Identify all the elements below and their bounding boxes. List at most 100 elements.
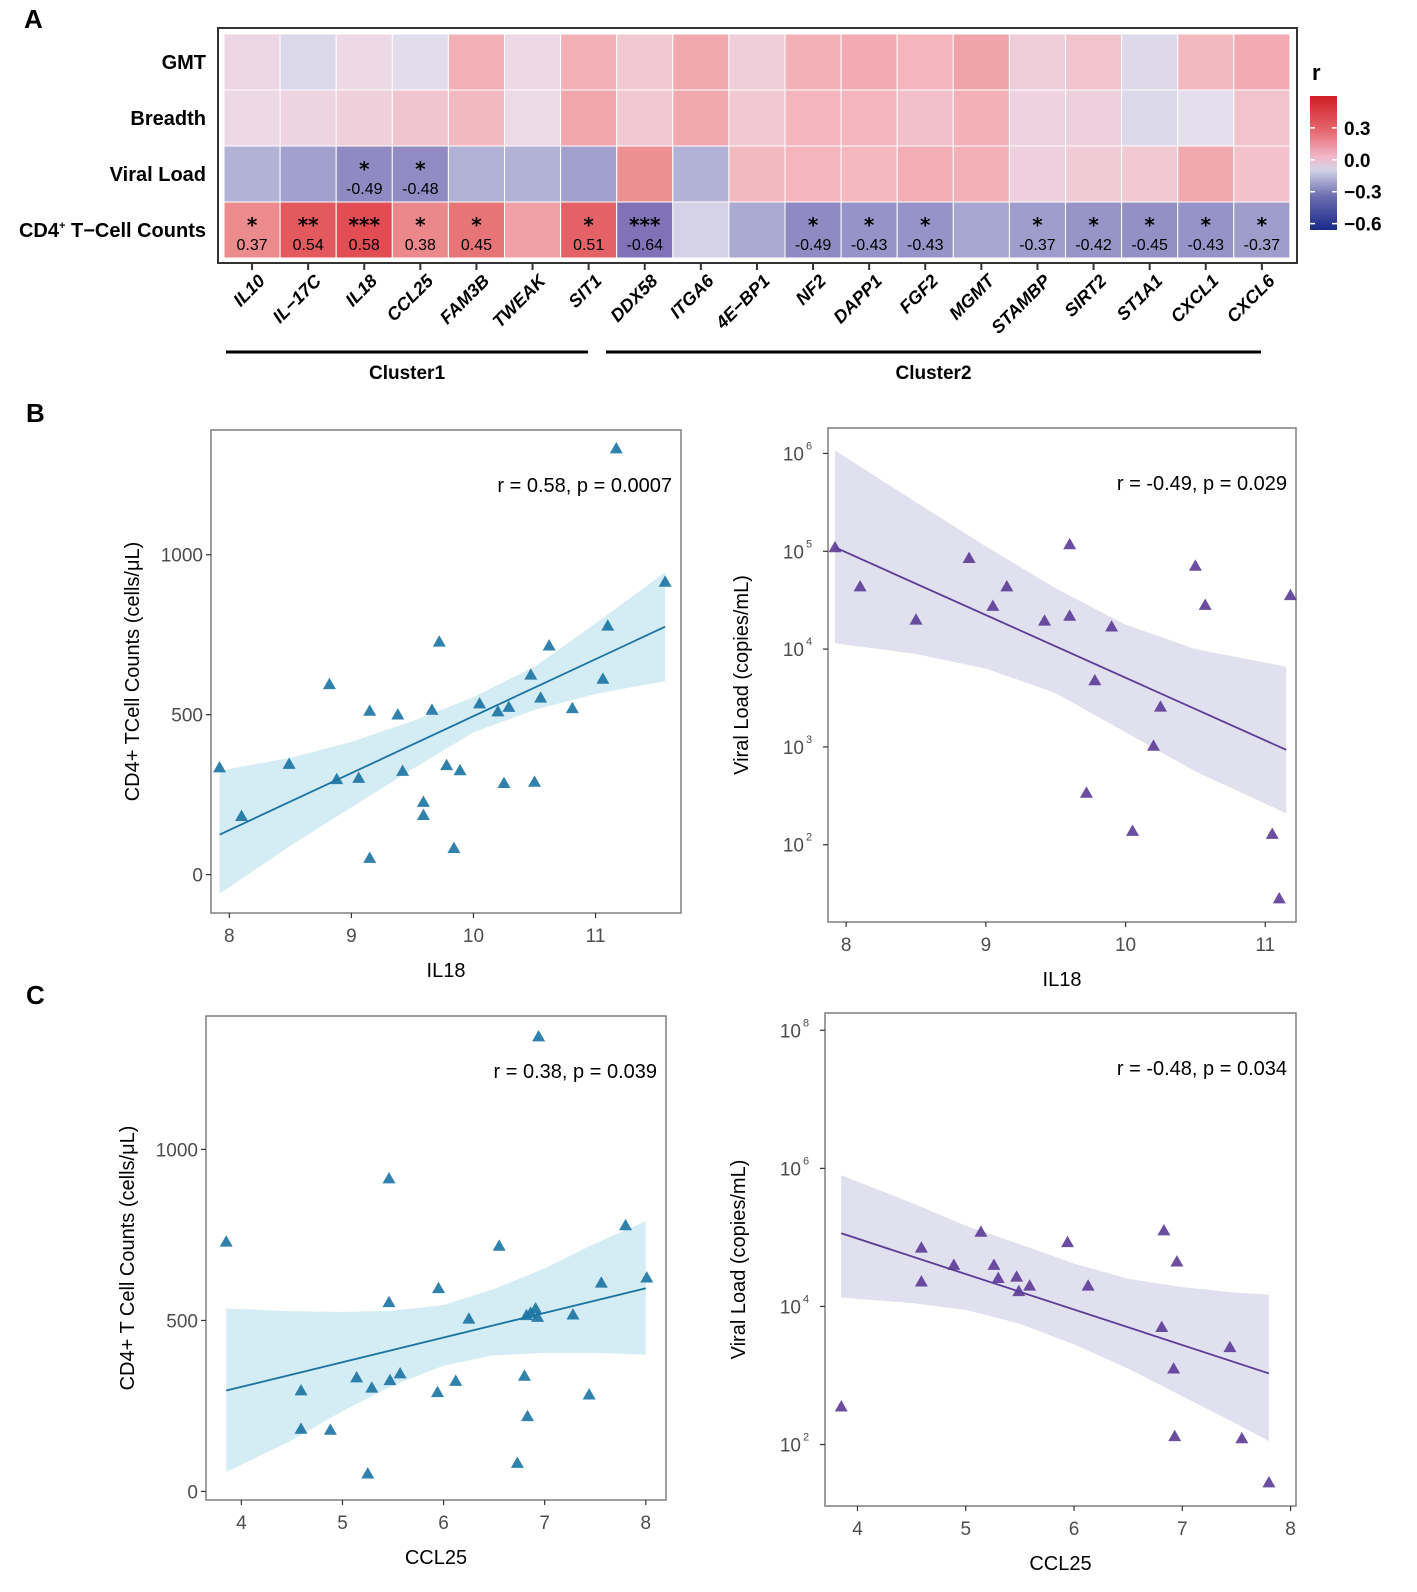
heatmap-cell: [784, 145, 842, 203]
y-tick-exponent: 4: [803, 1293, 809, 1305]
heatmap-row-labels: GMT Breadth Viral Load CD4+ T−Cell Counts: [19, 52, 206, 242]
data-point: [947, 1258, 961, 1270]
x-tick-label: 10: [1115, 935, 1136, 956]
heatmap-cell: [447, 89, 505, 147]
legend-ticks: 0.3 0.0 −0.3 −0.6: [1310, 119, 1382, 236]
correlation-annotation: r = -0.48, p = 0.034: [1117, 1058, 1287, 1080]
row-label: Breadth: [130, 108, 206, 130]
data-point: [294, 1384, 308, 1396]
data-point: [601, 619, 615, 631]
confidence-band: [841, 1175, 1269, 1442]
confidence-band: [219, 572, 666, 894]
data-point: [1081, 1279, 1095, 1291]
heatmap-cell: [1121, 201, 1179, 259]
heatmap-cell: [1008, 145, 1067, 203]
heatmap-cell: [1008, 33, 1067, 91]
heatmap-cell: [672, 33, 730, 91]
data-point: [582, 1388, 596, 1400]
heatmap-cell: [616, 201, 674, 259]
data-point: [658, 575, 672, 587]
x-tick-label: 8: [841, 935, 852, 956]
data-point: [640, 1271, 654, 1283]
y-tick-label: 10: [780, 1436, 801, 1457]
data-point: [1272, 892, 1286, 904]
data-point: [1265, 827, 1279, 839]
heatmap-cells: *-0.49*-0.48*0.37**0.54***0.58*0.38*0.45…: [223, 33, 1291, 259]
heatmap-cell: [1177, 201, 1235, 259]
data-point: [425, 703, 439, 715]
heatmap-cell: [1177, 145, 1235, 203]
heatmap-cell: [616, 33, 674, 91]
col-label: DDX58: [606, 271, 661, 326]
data-point: [914, 1275, 928, 1287]
heatmap-cell: [1008, 89, 1067, 147]
y-axis-title: Viral Load (copies/mL): [731, 575, 753, 775]
significance-stars: *: [583, 213, 594, 237]
significance-stars: **: [298, 213, 319, 237]
correlation-value: -0.37: [1244, 237, 1281, 254]
col-label: NF2: [792, 271, 830, 309]
correlation-value: -0.45: [1131, 237, 1168, 254]
data-point: [453, 763, 467, 776]
x-axis-title: IL18: [427, 960, 466, 982]
heatmap-cell: [616, 145, 674, 203]
confidence-band: [226, 1221, 646, 1472]
plot-frame: [824, 1012, 1297, 1507]
correlation-value: -0.49: [346, 181, 383, 198]
row-label: Viral Load: [110, 164, 206, 186]
y-tick-exponent: 2: [806, 832, 812, 844]
heatmap-cell: [896, 201, 954, 259]
heatmap-cell: [560, 201, 618, 259]
col-label: SIRT2: [1060, 271, 1110, 321]
significance-stars: *: [1032, 213, 1043, 237]
heatmap-cell: [335, 89, 393, 147]
heatmap-cell: [672, 89, 730, 147]
data-point: [473, 696, 487, 709]
data-point: [492, 1239, 506, 1251]
heatmap-cell: [840, 33, 898, 91]
data-point: [853, 579, 867, 592]
heatmap-cell: [784, 33, 842, 91]
x-tick-label: 10: [463, 926, 484, 947]
regression-line: [226, 1287, 646, 1392]
significance-stars: *: [359, 157, 370, 181]
col-label: 4E−BP1: [711, 271, 774, 334]
heatmap-cell: [840, 201, 898, 259]
heatmap-cell: [896, 145, 954, 203]
data-point: [1063, 609, 1077, 621]
data-point: [363, 704, 377, 716]
heatmap-cell: [728, 89, 786, 147]
scatter-ccl25-cd4: 4 5 6 7 8 0 500 1000 CCL25 CD4+ T Cell Counts (ce…: [117, 1015, 667, 1569]
data-point: [828, 540, 842, 553]
y-tick-label: 10: [783, 836, 804, 857]
data-point: [1283, 588, 1297, 601]
col-label: ITGA6: [666, 270, 718, 322]
row-label: GMT: [162, 52, 206, 74]
col-label: FGF2: [895, 271, 942, 318]
col-label: STAMBP: [987, 270, 1055, 338]
data-point: [1155, 1320, 1169, 1333]
legend-tick-label: 0.3: [1344, 119, 1370, 140]
panel-label-b: B: [26, 398, 45, 428]
data-point: [235, 809, 249, 821]
legend-title: r: [1312, 60, 1321, 85]
significance-stars: *: [1144, 213, 1155, 237]
y-tick-label: 1000: [156, 1140, 198, 1161]
data-point: [1010, 1270, 1024, 1282]
heatmap-cell: [504, 201, 562, 259]
data-point: [1235, 1431, 1249, 1444]
cluster-label: Cluster2: [895, 363, 971, 384]
col-label: CXCL6: [1223, 270, 1280, 327]
data-point: [432, 1281, 446, 1294]
y-tick-label: 10: [780, 1297, 801, 1318]
y-tick-label: 0: [187, 1482, 198, 1503]
data-point: [219, 1235, 233, 1247]
col-label: MGMT: [945, 269, 999, 323]
data-point: [528, 775, 542, 787]
data-point: [510, 1456, 524, 1468]
correlation-value: -0.64: [627, 237, 664, 254]
correlation-value: 0.51: [573, 237, 604, 254]
row-label-sup: +: [59, 220, 65, 232]
